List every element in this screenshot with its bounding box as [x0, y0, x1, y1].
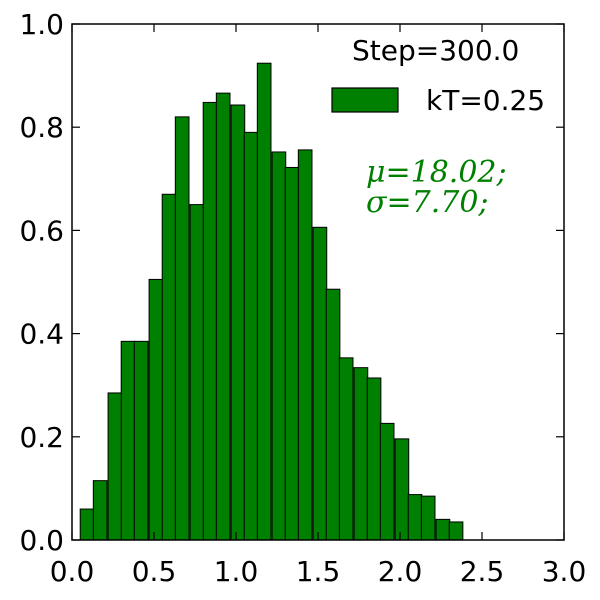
- histogram-bar: [161, 193, 177, 541]
- histogram-bar: [448, 521, 464, 541]
- histogram-bar: [420, 495, 436, 541]
- legend-title: Step=300.0: [352, 34, 519, 67]
- x-tick-label: 1.5: [296, 555, 341, 588]
- histogram-bar: [338, 357, 354, 541]
- x-tick-label: 0.0: [50, 555, 95, 588]
- histogram-bar: [366, 377, 382, 541]
- y-tick-label: 0.6: [19, 214, 64, 247]
- histogram-bar: [174, 116, 190, 541]
- histogram-bar: [79, 508, 95, 541]
- x-tick-labels: 0.0 0.5 1.0 1.5 2.0 2.5 3.0: [50, 555, 587, 588]
- histogram-bar: [107, 392, 123, 541]
- x-tick-label: 0.5: [132, 555, 177, 588]
- histogram-bar: [202, 101, 218, 541]
- annotation-mu: μ=18.02;: [366, 155, 507, 190]
- histogram-bar: [407, 494, 423, 541]
- histogram-bar: [256, 62, 272, 541]
- y-tick-labels: 0.0 0.2 0.4 0.6 0.8 1.0: [19, 8, 64, 557]
- x-tick-label: 3.0: [542, 555, 587, 588]
- x-tick-label: 2.5: [460, 555, 505, 588]
- histogram-bar: [325, 288, 341, 541]
- histogram-bar: [243, 131, 259, 541]
- histogram-bar: [120, 340, 136, 541]
- y-tick-label: 0.2: [19, 421, 64, 454]
- legend-label: kT=0.25: [426, 84, 545, 117]
- annotation-sigma: σ=7.70;: [366, 185, 489, 220]
- histogram-bar: [435, 518, 451, 541]
- histogram-bar: [230, 104, 246, 541]
- ticks-group: [71, 23, 565, 541]
- x-tick-label: 2.0: [378, 555, 423, 588]
- histogram-bar: [189, 204, 205, 541]
- histogram-bar: [284, 166, 300, 541]
- histogram-bar: [215, 92, 231, 541]
- histogram-bar: [379, 422, 395, 541]
- histogram-bar: [133, 340, 149, 541]
- x-tick-label: 1.0: [214, 555, 259, 588]
- histogram-bar: [148, 278, 164, 541]
- legend-swatch: [331, 87, 399, 113]
- y-tick-label: 1.0: [19, 8, 64, 41]
- histogram-bar: [394, 438, 410, 541]
- bars-group: [79, 62, 464, 541]
- histogram-bar: [312, 226, 328, 541]
- histogram-bar: [92, 480, 108, 541]
- histogram-bar: [271, 151, 287, 541]
- y-tick-label: 0.4: [19, 318, 64, 351]
- legend: Step=300.0 kT=0.25: [331, 34, 545, 117]
- histogram-bar: [297, 149, 313, 541]
- histogram-bar: [353, 367, 369, 541]
- y-tick-label: 0.0: [19, 524, 64, 557]
- y-tick-label: 0.8: [19, 111, 64, 144]
